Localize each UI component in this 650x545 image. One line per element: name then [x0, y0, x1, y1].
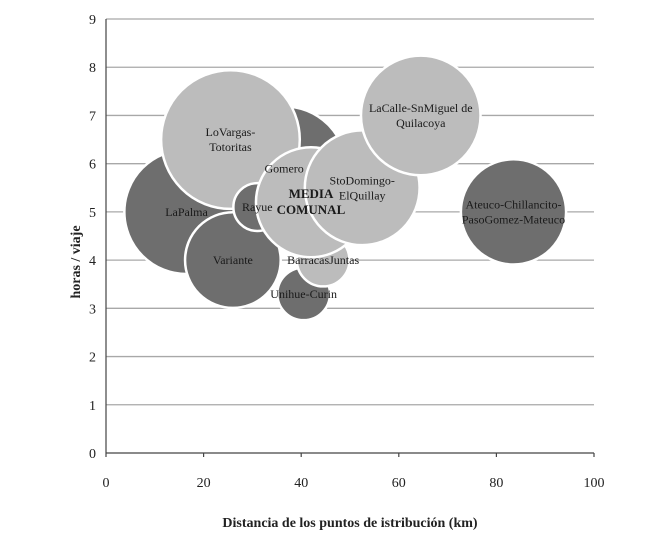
bubble-label: Rayue — [242, 200, 273, 214]
bubble-label: Totoritas — [209, 140, 252, 154]
bubble-label: ElQuillay — [339, 188, 386, 202]
x-tick-label: 0 — [103, 476, 110, 491]
bubble-label: MEDIA — [289, 186, 334, 201]
x-tick-label: 100 — [584, 476, 605, 491]
bubble-label: Variante — [213, 253, 253, 267]
bubble-label: PasoGomez-Mateuco — [462, 212, 565, 226]
bubbles — [123, 54, 568, 322]
bubble-labels: LaPalma Gomero LoVargas-Totoritas Variante R… — [165, 101, 565, 301]
y-tick-label: 6 — [89, 158, 96, 173]
x-tick-label: 20 — [197, 476, 211, 491]
y-tick-label: 5 — [89, 206, 96, 221]
y-tick-label: 3 — [89, 302, 96, 317]
x-axis-title: Distancia de los puntos de istribución (… — [222, 516, 477, 531]
y-tick-label: 4 — [89, 254, 96, 269]
bubble-label: Quilacoya — [396, 116, 446, 130]
bubble-label: Gomero — [264, 161, 303, 175]
y-tick-label: 2 — [89, 351, 96, 366]
bubble-label: LaCalle-SnMiguel de — [369, 101, 473, 115]
y-axis-title: horas / viaje — [69, 225, 84, 298]
y-tick-label: 8 — [89, 61, 96, 76]
y-tick-label: 0 — [89, 447, 96, 462]
bubble-label: LoVargas- — [206, 125, 256, 139]
axes: 0 1 2 3 4 5 6 7 8 9 0 20 40 60 80 100 — [89, 13, 605, 491]
bubble-label: LaPalma — [165, 205, 208, 219]
bubble-label: StoDomingo- — [330, 173, 395, 187]
y-tick-label: 9 — [89, 13, 96, 28]
x-tick-label: 60 — [392, 476, 406, 491]
bubble-label: Ateuco-Chillancito- — [465, 197, 561, 211]
y-tick-label: 1 — [89, 399, 96, 414]
bubble — [459, 158, 568, 266]
y-tick-label: 7 — [89, 109, 96, 124]
bubble — [359, 54, 482, 177]
bubble-label: COMUNAL — [277, 202, 346, 217]
x-tick-label: 40 — [294, 476, 308, 491]
bubble-label: Unihue-Curin — [270, 287, 337, 301]
bubble-label: BarracasJuntas — [287, 253, 359, 267]
x-tick-label: 80 — [489, 476, 503, 491]
